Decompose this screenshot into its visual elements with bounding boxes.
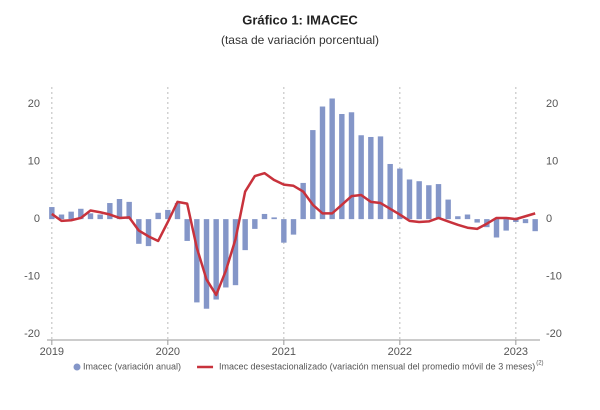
bar [474, 219, 480, 223]
bar [97, 214, 103, 220]
bar [68, 211, 74, 220]
y2-tick-label: 20 [546, 98, 558, 110]
bar [223, 219, 229, 288]
y-tick-label: -10 [24, 270, 40, 282]
bar [406, 179, 413, 220]
bar [435, 184, 442, 220]
bar [252, 219, 258, 229]
y2-tick-label: 0 [546, 213, 552, 225]
bar [232, 219, 239, 286]
bar [464, 214, 471, 220]
bar [271, 217, 277, 220]
bar [377, 136, 384, 220]
bar [261, 213, 268, 220]
bar [203, 219, 210, 309]
bar [290, 219, 297, 235]
bar [493, 219, 500, 238]
bar [300, 182, 306, 220]
bar [319, 106, 326, 220]
x-tick-label: 2022 [388, 346, 412, 358]
legend-label: Imacec (variación anual) [83, 361, 181, 371]
bar [49, 207, 55, 220]
bar [387, 163, 393, 220]
bar [184, 219, 190, 241]
bar [116, 199, 123, 220]
legend-note: (2) [536, 361, 543, 367]
bar [78, 208, 84, 220]
x-tick-label: 2019 [40, 346, 64, 358]
bar [339, 113, 345, 220]
bar [522, 219, 529, 224]
bar [165, 209, 171, 220]
bar [107, 203, 113, 220]
bar [513, 219, 519, 222]
chart-subtitle: (tasa de variación porcentual) [221, 33, 379, 47]
y2-tick-label: 10 [546, 156, 558, 168]
x-tick-label: 2021 [272, 346, 296, 358]
legend-marker [73, 363, 81, 371]
line [51, 171, 536, 297]
bar [310, 130, 316, 220]
bar [58, 214, 65, 220]
bar [281, 219, 287, 243]
y-tick-label: 20 [28, 98, 40, 110]
x-tick-label: 2020 [156, 346, 180, 358]
bar [155, 212, 161, 220]
bar [426, 185, 432, 220]
bar [126, 201, 132, 220]
y-tick-label: -20 [24, 328, 40, 340]
chart-title: Gráfico 1: IMACEC [242, 12, 358, 27]
y-tick-label: 0 [34, 213, 40, 225]
legend-label: Imacec desestacionalizado (variación men… [219, 361, 535, 371]
bar [213, 219, 219, 300]
x-tick-label: 2023 [504, 346, 528, 358]
bar [348, 112, 355, 220]
y-tick-label: 10 [28, 156, 40, 168]
bar [397, 168, 403, 220]
bar [174, 203, 181, 220]
y2-tick-label: -10 [546, 270, 562, 282]
bar [242, 219, 248, 251]
bar [445, 199, 451, 220]
bar [455, 216, 461, 220]
bar [194, 219, 200, 303]
bar [145, 219, 152, 247]
bar [368, 136, 374, 220]
bar [329, 98, 335, 220]
bar [416, 181, 422, 220]
bar [532, 219, 538, 232]
y2-tick-label: -20 [546, 328, 562, 340]
bar [503, 219, 509, 231]
bar [87, 213, 94, 220]
bar [358, 135, 364, 220]
